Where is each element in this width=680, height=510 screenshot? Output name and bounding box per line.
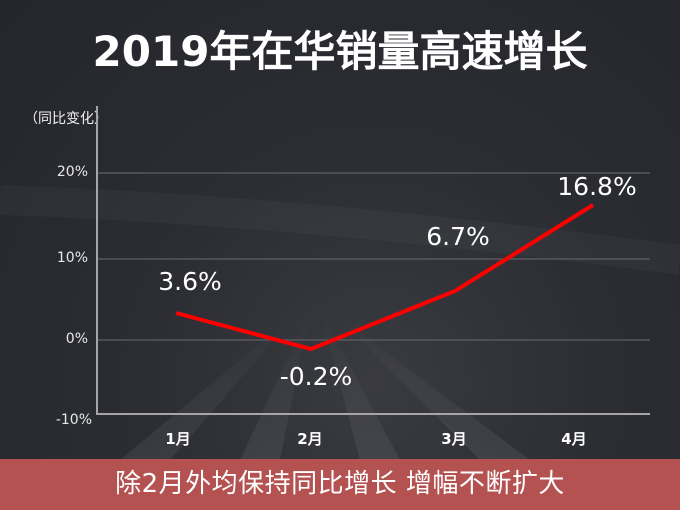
x-tick-apr: 4月 xyxy=(561,430,587,448)
data-label-mar: 6.7% xyxy=(426,222,490,251)
x-tick-mar: 3月 xyxy=(441,430,467,448)
y-tick-10: 10% xyxy=(56,250,88,266)
data-label-apr: 16.8% xyxy=(557,172,637,201)
series-line xyxy=(175,203,595,352)
data-label-feb: -0.2% xyxy=(279,362,353,391)
summary-banner: 除2月外均保持同比增长 增幅不断扩大 xyxy=(0,459,680,510)
y-tick-minus10: -10% xyxy=(55,412,92,428)
summary-banner-text: 除2月外均保持同比增长 增幅不断扩大 xyxy=(115,469,565,499)
x-tick-jan: 1月 xyxy=(165,430,191,448)
y-tick-20: 20% xyxy=(56,164,88,180)
x-tick-feb: 2月 xyxy=(297,430,323,448)
chart-title: 2019年在华销量高速增长 xyxy=(92,27,588,76)
data-label-jan: 3.6% xyxy=(158,267,222,296)
y-tick-0: 0% xyxy=(65,331,88,347)
y-axis-unit-label: （同比变化） xyxy=(24,111,108,127)
